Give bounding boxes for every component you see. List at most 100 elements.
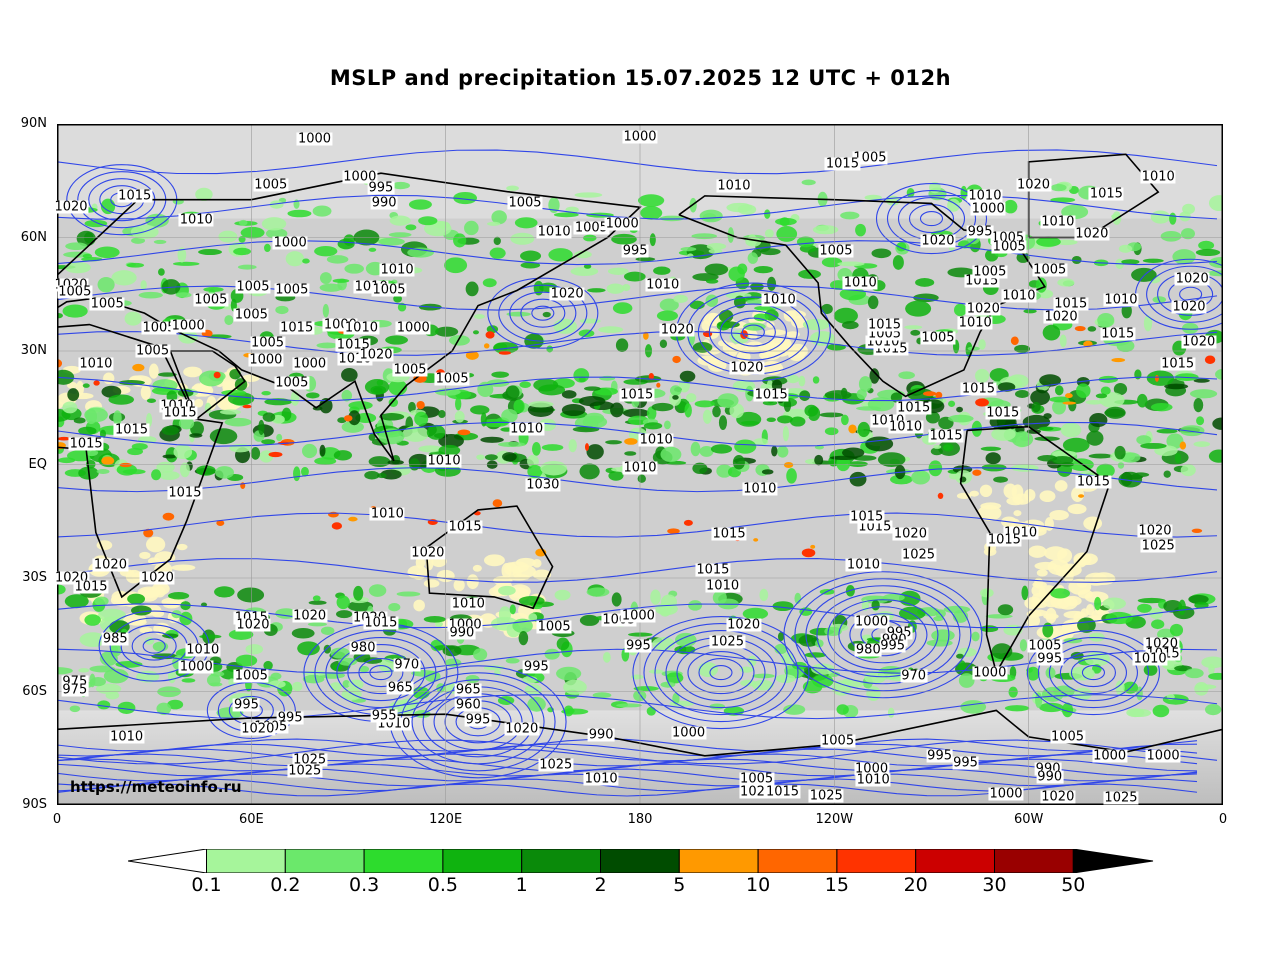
precip-cell bbox=[434, 464, 461, 477]
colorbar-segment bbox=[363, 849, 444, 873]
precip-cell bbox=[612, 302, 633, 315]
precip-cell bbox=[904, 325, 923, 330]
precip-cell bbox=[355, 412, 377, 423]
precip-cell bbox=[546, 345, 554, 353]
precip-cell bbox=[453, 233, 467, 248]
precip-cell bbox=[1193, 398, 1204, 413]
precip-cell bbox=[1150, 403, 1173, 412]
isobar-label: 1005 bbox=[573, 220, 609, 236]
precip-cell bbox=[579, 318, 601, 324]
isobar-label: 1005 bbox=[233, 307, 269, 323]
dry-area bbox=[1006, 496, 1024, 506]
precip-cell bbox=[684, 403, 692, 418]
precip-cell bbox=[264, 243, 271, 253]
precip-cell bbox=[1166, 433, 1184, 449]
precip-cell bbox=[892, 255, 904, 270]
dry-area bbox=[514, 565, 536, 578]
dry-area bbox=[1092, 572, 1116, 585]
precip-cell bbox=[200, 602, 208, 607]
precip-cell bbox=[1089, 413, 1108, 428]
precip-cell bbox=[709, 703, 726, 710]
precip-cell bbox=[563, 705, 574, 717]
isobar-label: 1015 bbox=[824, 156, 860, 172]
dry-area bbox=[103, 372, 115, 385]
precip-cell bbox=[943, 605, 971, 614]
colorbar-tick-label: 0.1 bbox=[191, 874, 222, 896]
isobar-label: 1020 bbox=[358, 347, 394, 363]
precip-cell bbox=[454, 410, 465, 423]
isobar-label: 1005 bbox=[536, 619, 572, 635]
precip-cell bbox=[980, 446, 1002, 451]
precip-cell bbox=[1193, 378, 1210, 383]
isobar-label: 1000 bbox=[395, 320, 431, 336]
precip-cell bbox=[1071, 256, 1082, 265]
isobar bbox=[709, 665, 733, 681]
precip-cell bbox=[97, 276, 115, 293]
isobar bbox=[336, 644, 426, 702]
precip-cell bbox=[1189, 389, 1218, 399]
precip-cell bbox=[856, 389, 867, 400]
heavy-precip-cell bbox=[331, 522, 343, 530]
precip-cell bbox=[110, 644, 122, 657]
dry-area bbox=[1032, 581, 1047, 588]
dry-area bbox=[532, 569, 552, 580]
colorbar-tick-label: 20 bbox=[903, 874, 928, 896]
isobar-label: 1015 bbox=[1160, 356, 1196, 372]
isobar-label: 1000 bbox=[248, 352, 284, 368]
coastline bbox=[57, 172, 642, 462]
precip-cell bbox=[605, 440, 622, 445]
isobar-label: 1020 bbox=[659, 322, 695, 338]
heavy-precip-cell bbox=[753, 538, 759, 542]
isobar-label: 1010 bbox=[957, 315, 993, 331]
heavy-precip-cell bbox=[810, 544, 816, 549]
precip-cell bbox=[761, 469, 774, 475]
isobar bbox=[57, 330, 1218, 356]
precip-cell bbox=[341, 421, 364, 433]
precip-cell bbox=[804, 652, 827, 658]
isobar-label: 1025 bbox=[808, 788, 844, 804]
isobar bbox=[794, 578, 972, 692]
precip-cell bbox=[974, 368, 990, 383]
precip-cell bbox=[314, 457, 337, 465]
precip-cell bbox=[1003, 199, 1018, 214]
isobar-label: 1005 bbox=[89, 296, 125, 312]
precip-cell bbox=[1208, 672, 1223, 680]
precip-cell bbox=[1215, 368, 1223, 380]
isobar-label: 1020 bbox=[1171, 299, 1207, 315]
precip-cell bbox=[73, 417, 86, 424]
precip-cell bbox=[867, 295, 879, 310]
precip-cell bbox=[1184, 668, 1204, 679]
isobar-label: 1010 bbox=[638, 432, 674, 448]
precip-cell bbox=[845, 585, 855, 597]
precip-cell bbox=[583, 234, 597, 242]
precip-cell bbox=[592, 692, 612, 699]
isobar-label: 1015 bbox=[764, 784, 801, 800]
precip-cell bbox=[436, 683, 445, 693]
precip-cell bbox=[1023, 309, 1037, 314]
isobar-label: 985 bbox=[101, 631, 129, 647]
precip-cell bbox=[933, 616, 944, 622]
precip-cell bbox=[855, 223, 866, 237]
precip-cell bbox=[480, 436, 504, 443]
precip-cell bbox=[1193, 441, 1211, 447]
precip-cell bbox=[319, 272, 332, 285]
precip-cell bbox=[869, 368, 880, 384]
precip-cell bbox=[418, 445, 443, 453]
precip-cell bbox=[237, 264, 257, 270]
precip-cell bbox=[291, 627, 315, 639]
isobar-label: 1010 bbox=[343, 320, 379, 336]
isobar-label: 1005 bbox=[57, 284, 93, 300]
precip-cell bbox=[140, 280, 147, 290]
isobar-label: 1005 bbox=[820, 733, 856, 749]
precip-cell bbox=[1134, 369, 1142, 380]
dry-area bbox=[493, 576, 513, 586]
precip-cell bbox=[338, 657, 358, 666]
precip-cell bbox=[777, 415, 793, 424]
precip-cell bbox=[333, 450, 353, 461]
precip-cell bbox=[608, 470, 624, 481]
isobar-label: 1020 bbox=[1074, 226, 1110, 242]
isobar-label: 1010 bbox=[888, 419, 924, 435]
heavy-precip-cell bbox=[143, 528, 154, 538]
precip-cell bbox=[1208, 663, 1215, 675]
precip-cell bbox=[131, 237, 146, 244]
